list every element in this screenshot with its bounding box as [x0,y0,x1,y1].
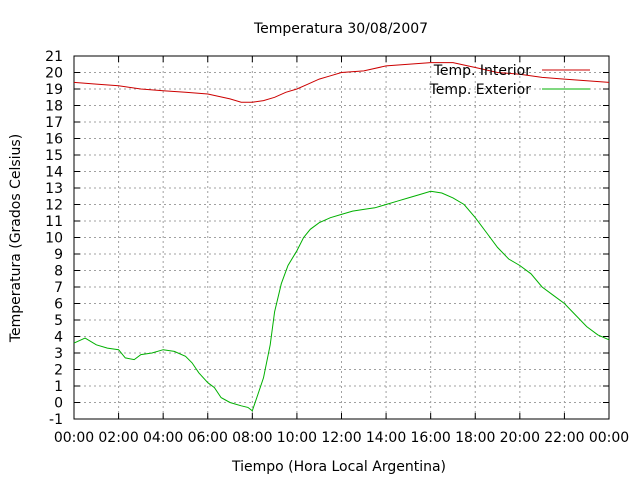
y-tick-label: 9 [54,247,63,263]
y-tick-label: 1 [54,379,63,395]
y-tick-label: 0 [54,396,63,412]
y-tick-label: 13 [45,181,63,197]
y-tick-label: 17 [45,115,63,131]
x-tick-label: 00:00 [54,430,94,446]
y-tick-label: 6 [54,297,63,313]
series-line-1 [73,62,610,103]
legend-label: Temp. Exterior [429,82,532,98]
x-tick-label: 04:00 [143,430,183,446]
x-tick-label: 08:00 [232,430,272,446]
y-tick-label: 12 [45,198,63,214]
chart-title: Temperatura 30/08/2007 [253,21,428,37]
y-tick-label: 10 [45,231,63,247]
y-tick-label: 8 [54,264,63,280]
grid-lines [74,56,609,419]
y-tick-label: 5 [54,313,63,329]
y-tick-label: 14 [45,165,63,181]
x-tick-label: 16:00 [410,430,450,446]
x-tick-label: 18:00 [455,430,495,446]
x-tick-label: 02:00 [98,430,138,446]
y-tick-label: 15 [45,148,63,164]
legend: Temp. Interior Temp. Exterior [429,63,590,98]
y-tick-label: 16 [45,132,63,148]
y-tick-label: 2 [54,363,63,379]
legend-label: Temp. Interior [433,63,532,79]
y-tick-label: 3 [54,346,63,362]
x-tick-label: 14:00 [366,430,406,446]
x-tick-label: 20:00 [500,430,540,446]
series-lines [73,62,610,412]
y-tick-label: 4 [54,330,63,346]
x-tick-label: 12:00 [321,430,361,446]
y-tick-label: 20 [45,66,63,82]
y-tick-label: -1 [49,412,63,428]
y-tick-label: 21 [45,49,63,65]
series-line-2 [73,190,610,412]
y-axis-label: Temperatura (Grados Celsius) [8,134,24,343]
x-axis: 00:00 02:00 04:00 06:00 08:00 10:00 12:00 14:00… [54,56,629,446]
y-tick-label: 19 [45,82,63,98]
y-tick-label: 18 [45,99,63,115]
x-tick-label: 10:00 [277,430,317,446]
y-tick-label: 11 [45,214,63,230]
x-tick-label: 06:00 [188,430,228,446]
x-tick-label: 00:00 [589,430,629,446]
y-tick-label: 7 [54,280,63,296]
x-axis-label: Tiempo (Hora Local Argentina) [231,459,446,475]
x-tick-label: 22:00 [544,430,584,446]
